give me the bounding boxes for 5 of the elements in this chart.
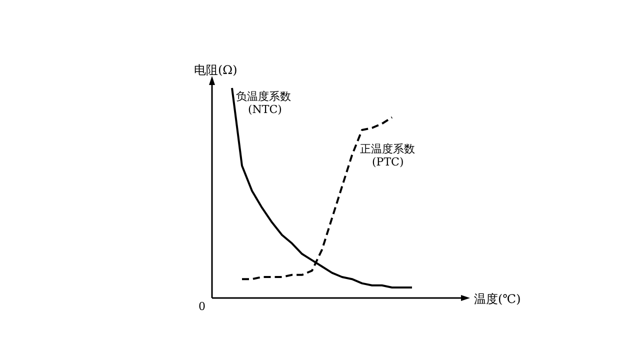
text: 0: [198, 300, 206, 313]
series-label: 负温度系数 (NTC): [236, 90, 291, 116]
series-label: 正温度系数 (PTC): [360, 142, 415, 168]
x-axis-title: 温度(℃): [474, 292, 521, 306]
y-axis-title: 电阻(Ω): [194, 63, 238, 77]
